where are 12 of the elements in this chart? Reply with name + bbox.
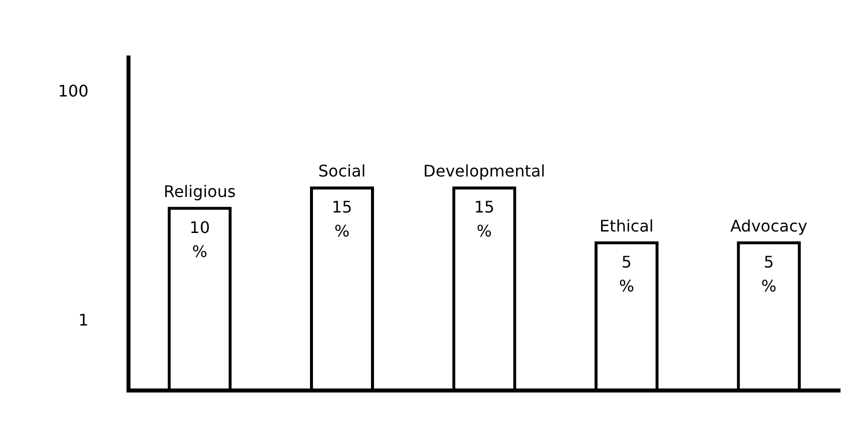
y-tick-label: 100: [58, 81, 89, 100]
x-tick-label: Religious: [164, 182, 236, 201]
data-label: 10 %: [190, 218, 210, 261]
data-label: 5 %: [761, 252, 776, 296]
data-label: 15 %: [474, 198, 494, 241]
data-label: 15 %: [332, 198, 352, 241]
y-tick-label: 1: [78, 310, 89, 330]
data-label: 5 %: [618, 252, 634, 296]
x-tick-label: Ethical: [600, 216, 654, 236]
x-tick-label: Developmental: [423, 162, 546, 181]
x-tick-label: Advocacy: [730, 216, 808, 236]
x-tick-label: Social: [318, 162, 366, 181]
